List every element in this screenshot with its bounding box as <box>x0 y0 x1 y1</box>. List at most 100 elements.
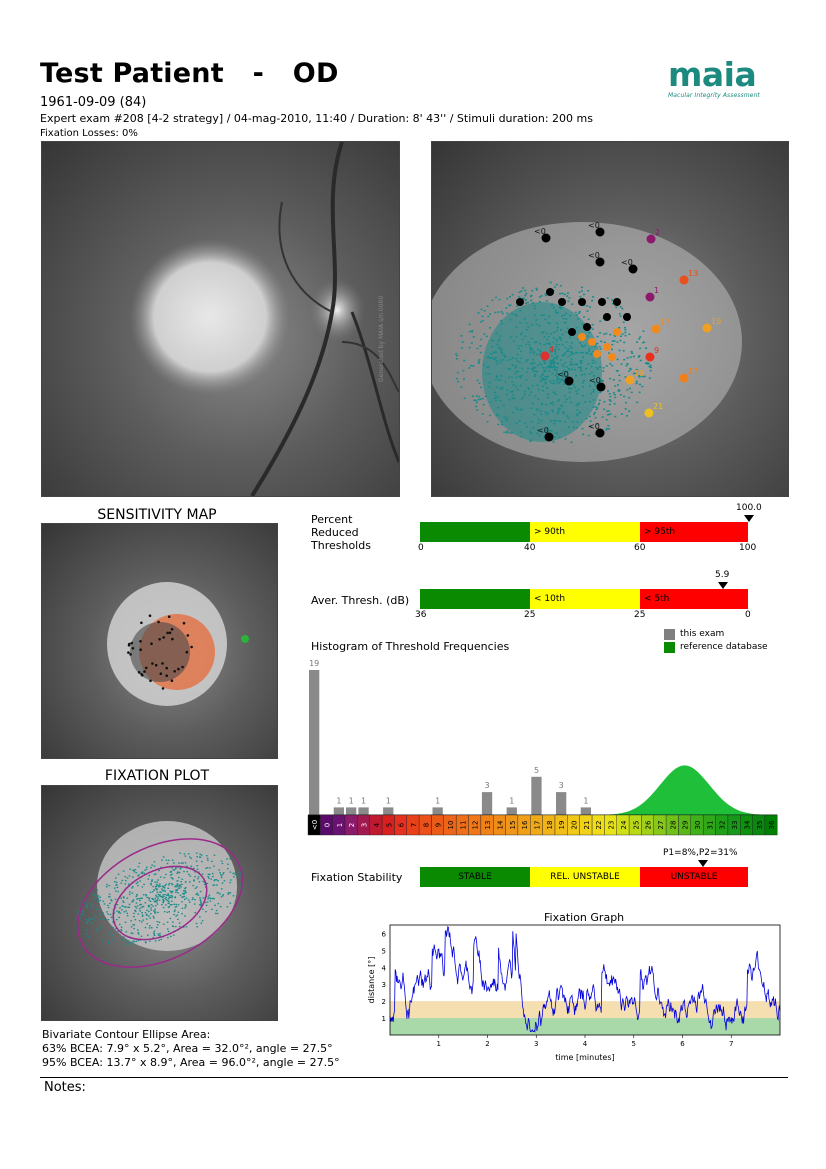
fixation-point <box>214 879 216 881</box>
fixation-point <box>461 341 464 343</box>
fixation-point <box>590 392 593 395</box>
fixation-point <box>147 878 150 880</box>
fixation-point <box>156 881 158 883</box>
fixation-point <box>162 923 165 925</box>
fixation-point <box>543 379 546 381</box>
fixation-plot-drawing <box>76 821 243 968</box>
fixation-point <box>470 342 473 344</box>
fixation-point <box>197 894 199 896</box>
fixation-point <box>548 370 551 372</box>
fixation-point <box>575 427 578 429</box>
fixation-point <box>611 364 614 367</box>
category-label: 8 <box>422 823 430 827</box>
fixation-point <box>561 333 564 336</box>
fixation-point <box>644 362 647 364</box>
fixation-point <box>549 360 552 362</box>
fixation-point <box>158 869 160 872</box>
fixation-point <box>512 357 515 359</box>
fixation-point <box>587 318 590 320</box>
fixation-point <box>568 297 571 299</box>
fixation-point <box>194 887 197 889</box>
fixation-point <box>558 382 561 384</box>
fixation-point <box>142 919 145 921</box>
fixation-point <box>552 341 555 344</box>
fixation-point <box>182 926 185 928</box>
fixation-point <box>111 939 113 941</box>
fixation-point <box>534 341 537 343</box>
fixation-point <box>152 937 154 939</box>
category-label: 14 <box>496 820 504 829</box>
fixation-point <box>181 907 184 909</box>
percent-reduced-line2: Reduced <box>311 526 359 539</box>
fixation-point <box>576 409 579 411</box>
pr-tick-0: 0 <box>418 543 424 553</box>
fixation-point <box>200 904 202 906</box>
fixation-point <box>132 886 134 888</box>
fixation-point <box>153 865 156 867</box>
fixation-point <box>580 366 582 368</box>
fixation-point <box>582 380 585 382</box>
fixation-point <box>560 405 563 407</box>
fixation-point <box>565 398 568 400</box>
fixation-point <box>107 940 110 943</box>
fixation-point <box>166 900 169 902</box>
fixation-point <box>174 868 177 870</box>
fixation-point <box>591 323 594 326</box>
fixation-point <box>591 299 594 302</box>
fixation-point <box>177 911 180 913</box>
fixation-point <box>177 871 179 873</box>
fixation-point <box>593 374 596 377</box>
fixation-point <box>475 399 478 402</box>
fixation-point <box>534 373 537 376</box>
fixation-point <box>173 862 175 864</box>
fixation-point <box>213 898 215 900</box>
fixation-point <box>146 913 148 916</box>
fixation-point <box>548 315 550 318</box>
fixation-point <box>505 307 508 309</box>
category-label: <0 <box>311 820 319 830</box>
fixation-point <box>215 909 218 912</box>
fixation-point <box>580 359 583 362</box>
fixation-point <box>566 350 568 352</box>
fixation-point <box>551 362 554 364</box>
fixation-point <box>135 940 138 942</box>
fixation-point <box>184 887 186 890</box>
fixation-point <box>523 318 526 320</box>
fixation-point <box>588 415 591 418</box>
fixation-point <box>565 366 568 368</box>
fixation-point <box>460 335 463 337</box>
fixation-point <box>611 348 613 351</box>
fixation-point <box>546 365 549 367</box>
fixation-point <box>516 305 519 307</box>
fixation-plot-title: FIXATION PLOT <box>104 768 210 784</box>
fixation-point <box>529 440 532 442</box>
fixation-point <box>602 380 604 382</box>
fixation-point <box>569 314 571 317</box>
fixation-point <box>531 368 534 371</box>
fixation-point <box>142 894 145 896</box>
stimulus-point <box>578 298 586 306</box>
fixation-point <box>580 344 583 347</box>
fixation-point <box>584 344 587 347</box>
fixation-point <box>134 909 136 912</box>
fixation-point <box>552 379 555 382</box>
fixation-point <box>131 941 133 943</box>
fixation-point <box>578 310 581 313</box>
x-tick-label: 6 <box>680 1040 685 1048</box>
fixation-point <box>153 910 155 912</box>
category-label: 28 <box>669 821 677 830</box>
fixation-point <box>581 351 584 354</box>
fixation-point <box>471 331 474 333</box>
stimulus-point <box>541 233 551 243</box>
fixation-point <box>526 359 529 361</box>
fixation-point <box>107 913 109 915</box>
fixation-point <box>521 367 523 370</box>
fixation-point <box>137 939 140 942</box>
fixation-point <box>123 897 125 899</box>
bar-value-label: 3 <box>485 781 490 790</box>
fixation-point <box>497 423 500 426</box>
fixation-point <box>519 384 522 387</box>
fixation-point <box>170 895 172 897</box>
fixation-point <box>559 292 562 295</box>
fixation-point <box>172 925 174 928</box>
